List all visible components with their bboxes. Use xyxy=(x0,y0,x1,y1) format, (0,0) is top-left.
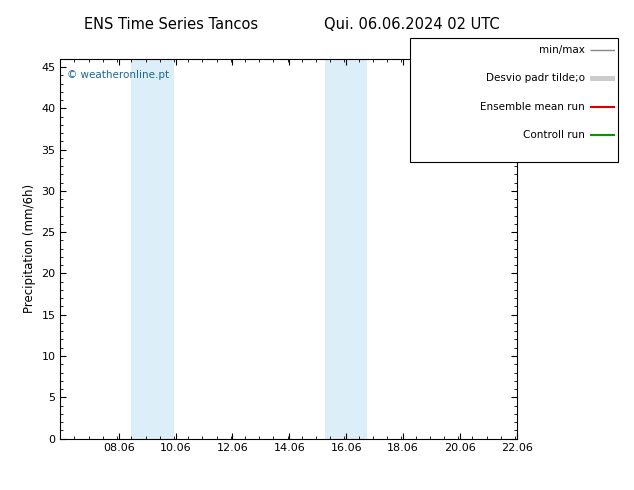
Text: © weatheronline.pt: © weatheronline.pt xyxy=(67,70,169,80)
Y-axis label: Precipitation (mm/6h): Precipitation (mm/6h) xyxy=(23,184,36,313)
Text: Controll run: Controll run xyxy=(522,130,585,140)
Text: ENS Time Series Tancos: ENS Time Series Tancos xyxy=(84,17,258,32)
Text: Desvio padr tilde;o: Desvio padr tilde;o xyxy=(486,74,585,83)
Text: Ensemble mean run: Ensemble mean run xyxy=(480,102,585,112)
Text: min/max: min/max xyxy=(539,45,585,55)
Text: Qui. 06.06.2024 02 UTC: Qui. 06.06.2024 02 UTC xyxy=(324,17,500,32)
Bar xyxy=(325,59,367,439)
Bar xyxy=(131,59,174,439)
